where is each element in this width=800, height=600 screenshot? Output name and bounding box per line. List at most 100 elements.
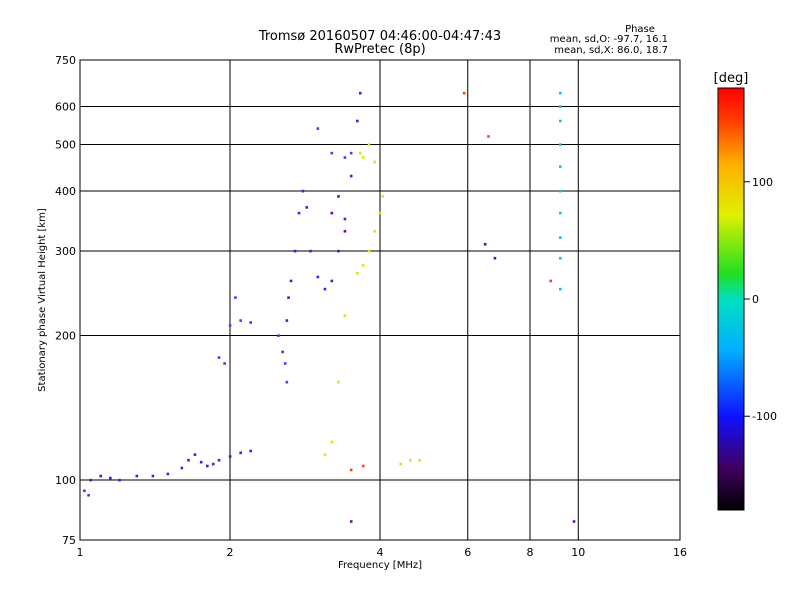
data-point bbox=[559, 236, 562, 239]
data-point bbox=[289, 279, 293, 283]
data-point bbox=[493, 256, 497, 260]
y-tick-label: 75 bbox=[62, 534, 76, 547]
data-point bbox=[559, 189, 562, 193]
data-point bbox=[234, 296, 237, 299]
data-point bbox=[323, 287, 327, 291]
data-point bbox=[83, 489, 86, 493]
data-point bbox=[349, 174, 353, 178]
chart-subtitle: RwPretec (8p) bbox=[334, 42, 425, 57]
data-point bbox=[239, 451, 242, 455]
data-point bbox=[367, 249, 371, 253]
data-point bbox=[217, 356, 221, 359]
data-point bbox=[549, 279, 553, 283]
x-tick-labels: 1 2 4 6 8 10 16 bbox=[77, 546, 688, 559]
data-point bbox=[343, 217, 347, 221]
phase-line-x: mean, sd,X: 86.0, 18.7 bbox=[554, 45, 668, 56]
colorbar-ticks: -100 0 100 bbox=[744, 176, 777, 423]
data-point bbox=[572, 520, 576, 523]
data-point bbox=[418, 458, 421, 462]
data-point bbox=[559, 143, 562, 146]
data-point bbox=[293, 249, 297, 253]
data-point bbox=[337, 380, 340, 384]
data-point bbox=[358, 151, 362, 155]
data-point bbox=[330, 440, 334, 444]
data-point bbox=[559, 256, 562, 260]
data-point bbox=[281, 350, 284, 354]
x-tick-label: 4 bbox=[377, 546, 384, 559]
data-point bbox=[559, 91, 562, 95]
data-point bbox=[330, 279, 334, 283]
data-point bbox=[487, 135, 490, 138]
x-tick-label: 1 bbox=[77, 546, 84, 559]
data-point bbox=[378, 211, 382, 215]
data-point bbox=[559, 165, 562, 168]
data-point bbox=[301, 189, 305, 193]
data-point bbox=[205, 464, 209, 468]
data-point bbox=[367, 143, 371, 146]
x-tick-label: 10 bbox=[571, 546, 585, 559]
data-point bbox=[373, 229, 376, 233]
data-point bbox=[193, 453, 197, 456]
data-point bbox=[462, 91, 466, 95]
data-point bbox=[337, 249, 340, 253]
data-point bbox=[87, 493, 90, 497]
data-point bbox=[330, 151, 334, 155]
y-tick-label: 100 bbox=[55, 474, 76, 487]
colorbar-tick-label: 0 bbox=[752, 293, 759, 306]
data-point bbox=[285, 380, 289, 384]
data-point bbox=[343, 156, 347, 159]
data-point bbox=[381, 195, 385, 198]
data-point bbox=[135, 474, 139, 478]
x-tick-label: 8 bbox=[527, 546, 534, 559]
data-point bbox=[399, 462, 403, 466]
data-point bbox=[249, 321, 253, 324]
data-point bbox=[559, 105, 562, 108]
data-point bbox=[349, 520, 353, 523]
data-point bbox=[187, 458, 190, 462]
data-point bbox=[349, 468, 353, 472]
y-tick-label: 750 bbox=[55, 54, 76, 67]
data-point bbox=[559, 287, 562, 291]
data-point bbox=[355, 119, 359, 123]
y-tick-label: 600 bbox=[55, 101, 76, 114]
data-point bbox=[361, 464, 365, 468]
data-point bbox=[297, 211, 301, 215]
data-point bbox=[285, 319, 289, 322]
data-point bbox=[239, 319, 242, 322]
data-point bbox=[559, 211, 562, 215]
data-point bbox=[249, 449, 253, 453]
x-tick-label: 6 bbox=[464, 546, 471, 559]
x-tick-label: 16 bbox=[673, 546, 687, 559]
data-point bbox=[223, 362, 226, 365]
data-point bbox=[305, 206, 309, 209]
y-tick-label: 200 bbox=[55, 330, 76, 343]
data-point bbox=[99, 474, 103, 478]
data-point bbox=[283, 362, 287, 365]
grid bbox=[80, 60, 680, 540]
data-point bbox=[483, 242, 487, 246]
data-point bbox=[151, 474, 155, 478]
data-point bbox=[166, 472, 170, 476]
colorbar-tick-label: 100 bbox=[752, 176, 773, 189]
data-point bbox=[337, 195, 340, 198]
phase-header: Phase bbox=[625, 24, 655, 35]
colorbar-tick-label: -100 bbox=[752, 410, 777, 423]
data-point bbox=[228, 324, 232, 327]
x-axis-label: Frequency [MHz] bbox=[338, 560, 422, 571]
data-point bbox=[358, 91, 362, 95]
data-point bbox=[323, 453, 327, 456]
data-point bbox=[330, 211, 334, 215]
chart-title: Tromsø 20160507 04:46:00-04:47:43 bbox=[258, 29, 501, 44]
data-point bbox=[343, 314, 347, 318]
data-point bbox=[316, 127, 320, 130]
data-point bbox=[361, 264, 365, 267]
data-point bbox=[217, 458, 221, 462]
data-point bbox=[211, 462, 215, 466]
data-point bbox=[180, 466, 184, 470]
y-tick-label: 500 bbox=[55, 139, 76, 152]
x-tick-label: 2 bbox=[227, 546, 234, 559]
data-point bbox=[373, 160, 376, 164]
data-point bbox=[343, 229, 347, 233]
y-tick-label: 400 bbox=[55, 185, 76, 198]
